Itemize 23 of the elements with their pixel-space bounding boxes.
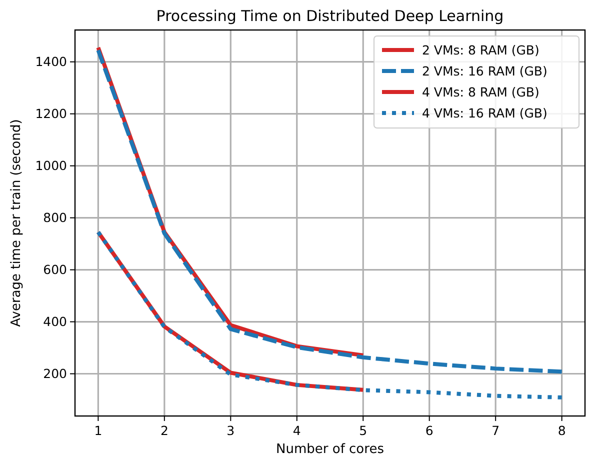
legend-label: 4 VMs: 16 RAM (GB) — [422, 105, 548, 120]
x-tick-label: 8 — [558, 423, 566, 438]
legend-label: 4 VMs: 8 RAM (GB) — [422, 84, 540, 100]
x-tick-label: 3 — [226, 423, 235, 438]
y-tick-label: 600 — [43, 262, 68, 278]
x-tick-label: 6 — [425, 423, 434, 438]
legend-label: 2 VMs: 8 RAM (GB) — [422, 42, 540, 58]
x-tick-label: 2 — [160, 423, 168, 438]
y-axis-title: Average time per train (second) — [9, 119, 24, 327]
y-tick-label: 1000 — [35, 158, 68, 174]
x-tick-label: 7 — [492, 423, 500, 438]
x-tick-label: 4 — [292, 423, 301, 438]
x-tick-label: 1 — [94, 423, 102, 438]
chart-title: Processing Time on Distributed Deep Learning — [156, 7, 504, 25]
line-series — [96, 230, 564, 400]
y-tick-label: 1200 — [35, 106, 68, 122]
y-tick-label: 200 — [43, 366, 68, 382]
y-tick-label: 800 — [43, 210, 68, 226]
legend-label: 2 VMs: 16 RAM (GB) — [422, 63, 548, 78]
y-tick-label: 400 — [43, 314, 68, 330]
y-tick-label: 1400 — [35, 54, 68, 70]
x-axis-title: Number of cores — [276, 442, 384, 457]
x-tick-label: 5 — [359, 423, 368, 438]
